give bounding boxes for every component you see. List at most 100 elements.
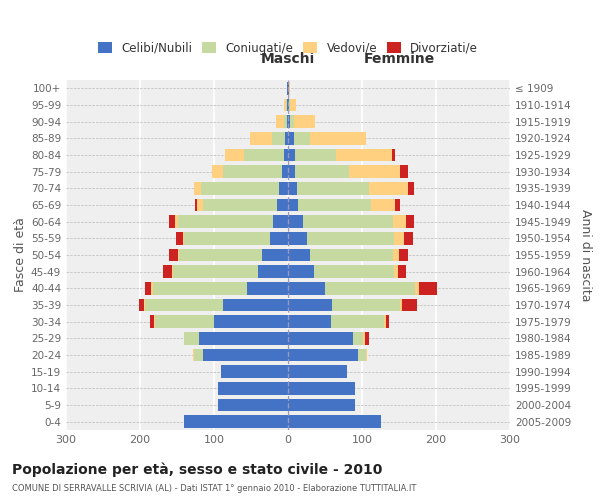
Bar	[288, 232, 307, 244]
Bar	[288, 282, 325, 294]
Bar	[154, 316, 155, 328]
Bar	[294, 132, 310, 144]
Bar	[288, 116, 290, 128]
Bar	[295, 149, 336, 162]
Bar	[272, 132, 285, 144]
Bar	[307, 232, 394, 244]
Bar	[290, 116, 294, 128]
Bar	[212, 166, 223, 178]
Bar	[199, 332, 288, 344]
Bar	[286, 99, 287, 112]
Bar	[288, 382, 355, 394]
Bar	[358, 349, 366, 361]
Text: Femmine: Femmine	[364, 52, 434, 66]
Bar	[194, 182, 202, 194]
Bar	[349, 166, 400, 178]
Bar	[393, 248, 399, 261]
Y-axis label: Anni di nascita: Anni di nascita	[578, 209, 592, 301]
Bar	[184, 332, 199, 344]
Bar	[290, 99, 296, 112]
Bar	[287, 116, 288, 128]
Bar	[415, 282, 419, 294]
Bar	[384, 316, 386, 328]
Bar	[288, 332, 353, 344]
Bar	[288, 248, 310, 261]
Bar	[364, 332, 365, 344]
Bar	[262, 248, 288, 261]
Bar	[366, 349, 367, 361]
Text: Popolazione per età, sesso e stato civile - 2010: Popolazione per età, sesso e stato civil…	[12, 462, 382, 477]
Bar	[288, 132, 294, 144]
Bar	[288, 316, 331, 328]
Bar	[175, 216, 178, 228]
Legend: Celibi/Nubili, Coniugati/e, Vedovi/e, Divorziati/e: Celibi/Nubili, Coniugati/e, Vedovi/e, Di…	[93, 37, 483, 60]
Bar	[370, 182, 408, 194]
Bar	[284, 149, 288, 162]
Bar	[279, 182, 288, 194]
Bar	[282, 166, 288, 178]
Bar	[332, 298, 400, 311]
Bar	[193, 349, 194, 361]
Bar	[152, 282, 247, 294]
Bar	[294, 116, 314, 128]
Bar	[287, 99, 288, 112]
Bar	[399, 248, 408, 261]
Bar	[288, 216, 303, 228]
Bar	[197, 199, 203, 211]
Bar	[386, 316, 389, 328]
Bar	[169, 248, 178, 261]
Bar	[288, 416, 380, 428]
Bar	[310, 248, 393, 261]
Bar	[151, 282, 152, 294]
Bar	[169, 216, 175, 228]
Bar	[314, 266, 394, 278]
Bar	[284, 116, 287, 128]
Bar	[295, 166, 349, 178]
Bar	[184, 416, 288, 428]
Bar	[288, 82, 289, 94]
Bar	[284, 99, 286, 112]
Bar	[223, 166, 282, 178]
Bar	[277, 199, 288, 211]
Bar	[173, 266, 259, 278]
Bar	[269, 232, 288, 244]
Bar	[202, 182, 279, 194]
Bar	[288, 349, 358, 361]
Bar	[289, 82, 290, 94]
Bar	[395, 199, 400, 211]
Bar	[155, 316, 214, 328]
Bar	[145, 298, 223, 311]
Bar	[365, 332, 368, 344]
Bar	[285, 132, 288, 144]
Bar	[172, 266, 173, 278]
Bar	[288, 182, 297, 194]
Bar	[406, 216, 414, 228]
Bar	[297, 182, 370, 194]
Bar	[288, 166, 295, 178]
Bar	[183, 232, 184, 244]
Bar	[398, 266, 406, 278]
Bar	[288, 99, 289, 112]
Bar	[371, 199, 395, 211]
Bar	[288, 366, 347, 378]
Bar	[145, 282, 151, 294]
Bar	[353, 332, 364, 344]
Bar	[336, 149, 392, 162]
Bar	[203, 349, 288, 361]
Bar	[394, 232, 404, 244]
Bar	[402, 298, 417, 311]
Bar	[139, 298, 145, 311]
Bar	[178, 248, 179, 261]
Bar	[393, 216, 406, 228]
Bar	[244, 149, 284, 162]
Bar	[287, 82, 288, 94]
Bar	[218, 382, 288, 394]
Bar	[259, 266, 288, 278]
Bar	[223, 298, 288, 311]
Bar	[163, 266, 172, 278]
Bar	[151, 316, 154, 328]
Bar	[298, 199, 371, 211]
Bar	[288, 399, 355, 411]
Y-axis label: Fasce di età: Fasce di età	[14, 218, 27, 292]
Bar	[289, 99, 290, 112]
